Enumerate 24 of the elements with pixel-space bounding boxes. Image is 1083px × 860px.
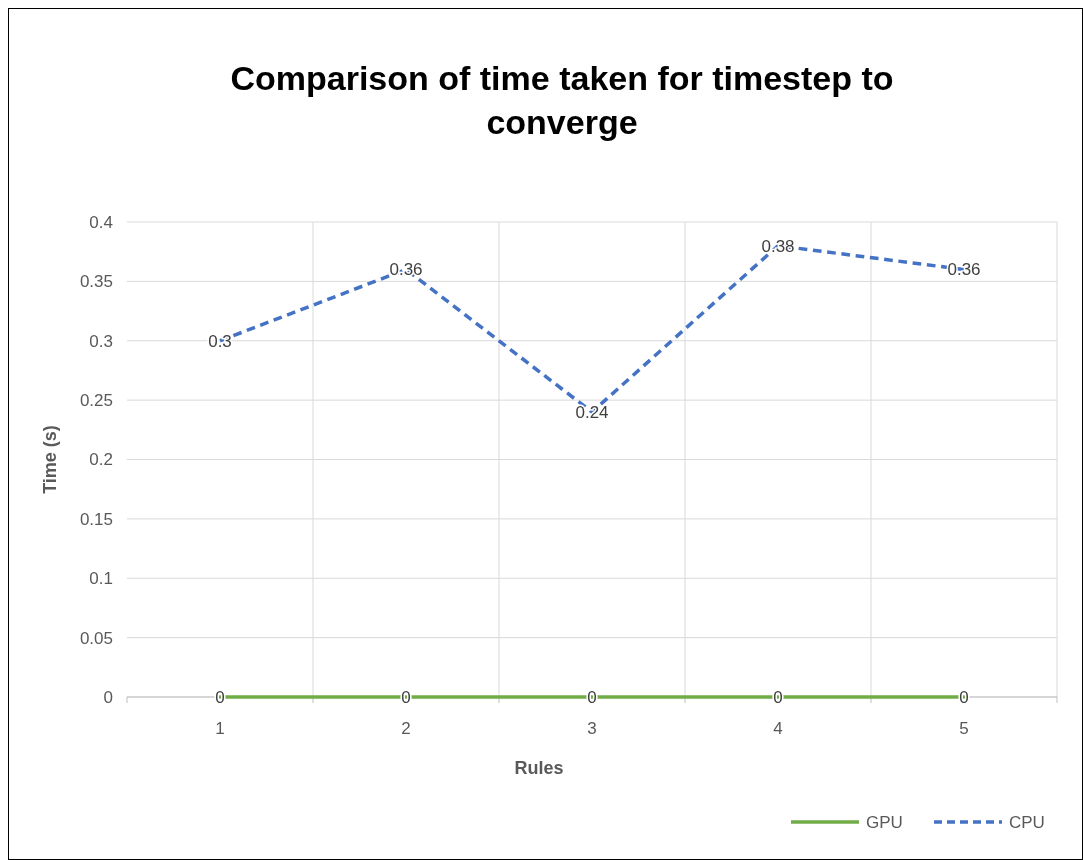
- x-tick-label: 3: [587, 719, 597, 738]
- y-tick-label: 0.05: [79, 628, 113, 648]
- x-tick-label: 5: [959, 719, 969, 738]
- x-tick-label: 4: [773, 719, 783, 738]
- x-tick-label: 2: [401, 719, 411, 738]
- data-label: 0.3: [208, 331, 232, 351]
- legend-label: GPU: [866, 812, 903, 832]
- y-tick-label: 0: [103, 687, 113, 707]
- y-tick-label: 0.35: [79, 272, 113, 292]
- y-tick-label: 0.1: [89, 569, 113, 589]
- chart-title: Comparison of time taken for timestep to converge: [230, 59, 894, 141]
- y-tick-label: 0.25: [79, 391, 113, 411]
- y-tick-label: 0.15: [79, 509, 113, 529]
- data-label: 0.36: [389, 260, 423, 280]
- data-label: 0.38: [761, 236, 795, 256]
- y-tick-label: 0.3: [89, 331, 113, 351]
- y-tick-label: 0.2: [89, 450, 113, 470]
- data-label: 0.36: [947, 260, 981, 280]
- data-label: 0.24: [575, 402, 609, 422]
- x-tick-label: 1: [215, 719, 225, 738]
- legend-label: CPU: [1009, 812, 1045, 832]
- x-axis-title: Rules: [514, 758, 564, 778]
- y-tick-label: 0.4: [89, 212, 113, 232]
- y-axis-title: Time (s): [40, 425, 60, 494]
